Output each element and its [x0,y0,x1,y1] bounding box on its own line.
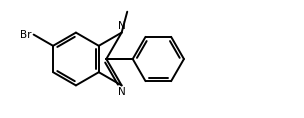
Text: N: N [118,21,126,31]
Text: Br: Br [20,30,31,40]
Text: N: N [118,87,126,97]
